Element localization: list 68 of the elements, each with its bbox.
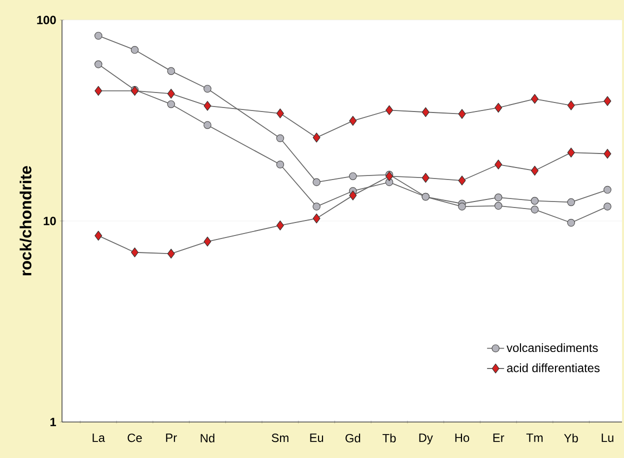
point — [530, 94, 538, 104]
point — [276, 108, 284, 118]
point — [349, 172, 357, 180]
point — [604, 148, 612, 159]
x-tick-label: Tb — [382, 434, 396, 442]
point — [422, 107, 430, 118]
y-tick-label: 1 — [50, 418, 56, 426]
x-tick-label: Pr — [166, 434, 177, 442]
point — [494, 102, 502, 113]
x-tick-label: Gd — [346, 434, 360, 442]
point — [604, 202, 612, 210]
x-tick-label: Nd — [200, 434, 214, 442]
point — [167, 248, 175, 259]
point — [167, 88, 175, 99]
point — [458, 109, 466, 119]
point — [312, 202, 320, 210]
x-tick-label: Er — [493, 434, 504, 442]
legend-label: volcanisediments — [506, 343, 598, 352]
point — [458, 202, 466, 210]
x-tick-label: Tm — [526, 434, 543, 442]
point — [94, 86, 102, 96]
x-tick-label: Dy — [419, 434, 433, 444]
point — [349, 116, 357, 126]
point — [312, 132, 320, 142]
point — [530, 206, 539, 214]
point — [167, 67, 175, 75]
y-axis-title: rock/chondrite — [20, 166, 32, 276]
point — [130, 46, 139, 54]
point — [386, 171, 394, 182]
point — [494, 160, 502, 170]
point — [494, 194, 502, 202]
y-tick-label: 100 — [37, 16, 56, 24]
point — [204, 100, 212, 111]
point — [567, 100, 575, 110]
point — [567, 198, 575, 206]
point — [94, 32, 102, 40]
x-tick-label: Sm — [272, 434, 288, 442]
point — [458, 176, 466, 186]
x-tick-label: Lu — [602, 434, 614, 442]
legend-label: acid differentiates — [507, 363, 600, 372]
point — [312, 214, 320, 224]
point — [130, 247, 138, 258]
point — [386, 105, 394, 116]
point — [204, 121, 212, 129]
point — [567, 218, 575, 227]
point — [349, 190, 357, 200]
point — [276, 220, 284, 230]
point — [276, 134, 284, 142]
x-tick-label: Ce — [128, 434, 142, 442]
point — [567, 148, 575, 158]
point — [94, 60, 102, 68]
point — [204, 84, 212, 93]
point — [494, 202, 502, 210]
point — [204, 236, 212, 246]
point — [312, 178, 320, 186]
point — [604, 186, 612, 194]
point — [422, 172, 430, 183]
x-tick-label: La — [92, 434, 106, 442]
point — [94, 230, 102, 241]
x-tick-label: Yb — [564, 434, 578, 442]
point — [530, 196, 539, 205]
x-tick-label: Ho — [455, 434, 470, 442]
point — [167, 100, 175, 108]
x-tick-label: Eu — [310, 434, 324, 442]
point — [604, 96, 612, 106]
point — [530, 166, 538, 176]
y-tick-label: 10 — [44, 216, 56, 226]
point — [276, 160, 284, 168]
